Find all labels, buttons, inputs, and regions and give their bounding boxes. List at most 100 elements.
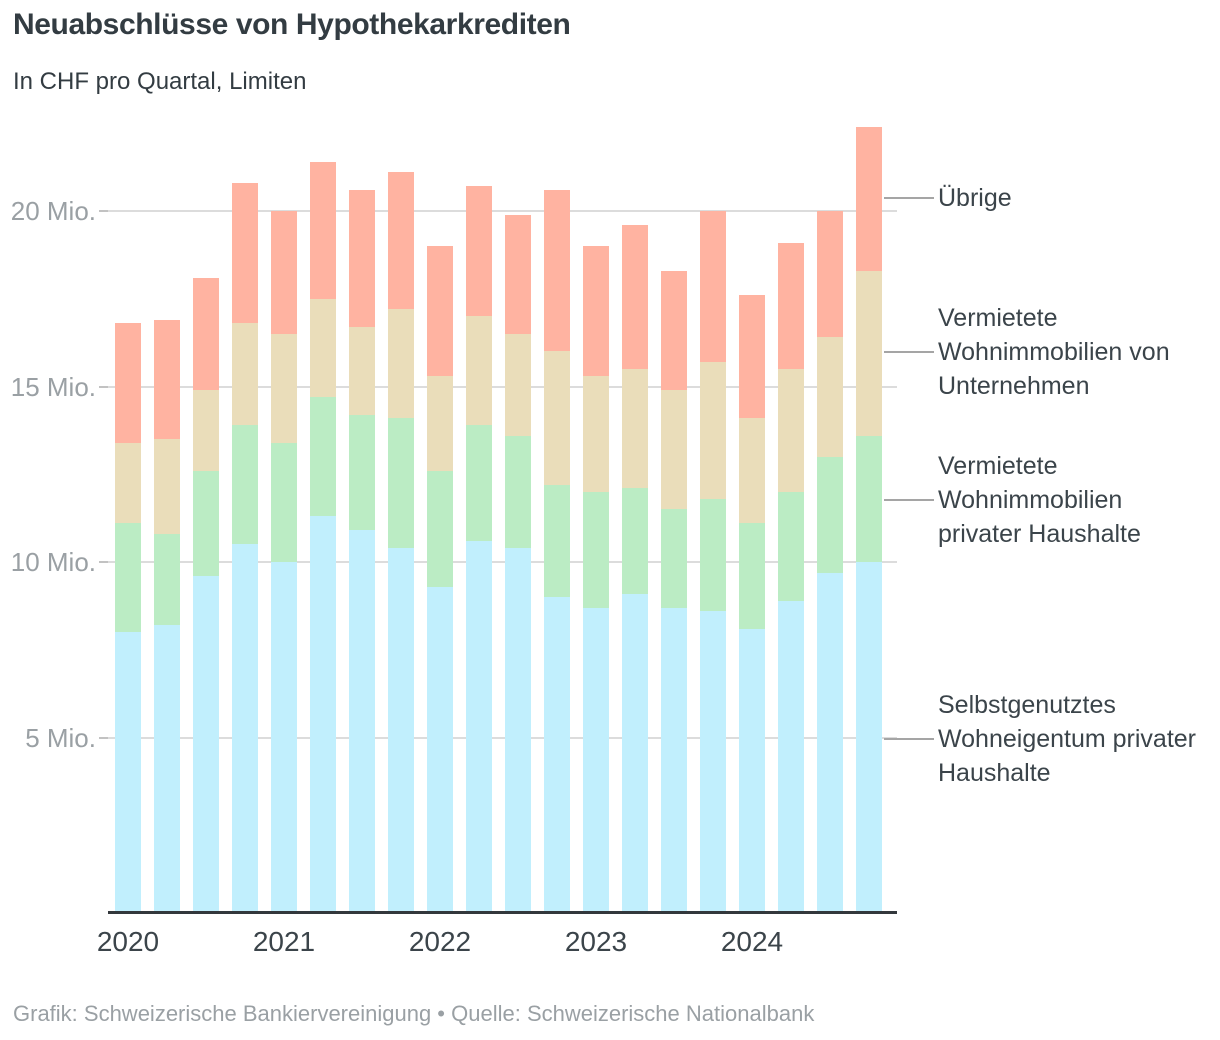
page-title: Neuabschlüsse von Hypothekarkrediten [13,8,571,41]
bar-segment[interactable] [856,435,882,562]
gridline-10-mio [108,561,897,563]
bar-segment[interactable] [271,442,297,562]
bar-segment[interactable] [661,509,687,608]
y-axis-label-5-mio: 5 Mio. [25,723,96,753]
bar-segment[interactable] [739,523,765,629]
bar-segment[interactable] [232,544,258,913]
bar-segment[interactable] [583,607,609,913]
bar-segment[interactable] [193,470,219,577]
bar-segment[interactable] [349,530,375,913]
bar-segment[interactable] [115,523,141,633]
bar-segment[interactable] [427,246,453,376]
legend-label-selbstgenutztes: Selbstgenutztes Wohneigentum privater Ha… [938,691,1197,787]
bar-segment[interactable] [817,456,843,573]
bar-segment[interactable] [661,607,687,913]
bar-segment[interactable] [427,375,453,471]
gridline-5-mio [108,737,897,739]
x-axis-label-2020: 2020 [96,926,160,957]
bar-segment[interactable] [349,326,375,415]
bar-segment[interactable] [661,390,687,510]
bar-segment[interactable] [505,547,531,913]
legend-label-uebrige: Übrige [938,184,1012,212]
bar-segment[interactable] [310,161,336,299]
y-axis-label-10-mio: 10 Mio. [10,547,96,577]
bar-segment[interactable] [739,295,765,419]
bar-segment[interactable] [193,277,219,390]
y-axis-label-15-mio: 15 Mio. [10,372,96,402]
bar-segment[interactable] [466,425,492,541]
bar-segment[interactable] [154,439,180,534]
legend-leader-line-uebrige [884,197,934,199]
bar-segment[interactable] [817,337,843,457]
bar-segment[interactable] [583,375,609,492]
bar-segment[interactable] [583,246,609,376]
bar-segment[interactable] [544,189,570,352]
bar-segment[interactable] [700,611,726,913]
bar-segment[interactable] [856,270,882,436]
bar-segment[interactable] [310,397,336,517]
bar-segment[interactable] [193,390,219,471]
bar-segment[interactable] [349,414,375,531]
page-subtitle: In CHF pro Quartal, Limiten [13,68,307,95]
bar-segment[interactable] [700,498,726,612]
bar-segment[interactable] [154,533,180,626]
bar-segment[interactable] [427,586,453,913]
bar-segment[interactable] [232,323,258,426]
bar-segment[interactable] [622,225,648,369]
bar-segment[interactable] [154,319,180,440]
bar-segment[interactable] [739,628,765,913]
bar-segment[interactable] [466,540,492,913]
bar-segment[interactable] [232,182,258,324]
bar-segment[interactable] [505,214,531,334]
bar-segment[interactable] [544,351,570,485]
bar-segment[interactable] [778,368,804,492]
bar-segment[interactable] [466,186,492,317]
bar-segment[interactable] [700,211,726,362]
x-axis-label-2024: 2024 [720,926,784,957]
bar-segment[interactable] [544,484,570,598]
bar-segment[interactable] [622,368,648,489]
bar-segment[interactable] [388,172,414,310]
credit-line: Grafik: Schweizerische Bankiervereinigun… [13,1001,815,1026]
legend-leader-line-vermietete-unternehmen [884,351,934,353]
bar-segment[interactable] [115,323,141,443]
bar-segment[interactable] [700,361,726,499]
bar-segment[interactable] [388,418,414,548]
bar-segment[interactable] [622,488,648,594]
bar-segment[interactable] [505,435,531,548]
bar-segment[interactable] [583,491,609,608]
bar-segment[interactable] [193,576,219,913]
bar-segment[interactable] [739,418,765,524]
bar-segment[interactable] [622,593,648,913]
bar-segment[interactable] [349,189,375,327]
bar-segment[interactable] [115,632,141,913]
bar-segment[interactable] [505,333,531,436]
bar-segment[interactable] [778,242,804,369]
x-axis-label-2021: 2021 [252,926,316,957]
bar-segment[interactable] [388,309,414,419]
bar-segment[interactable] [310,298,336,398]
bar-segment[interactable] [271,211,297,334]
bar-segment[interactable] [115,442,141,524]
bar-segment[interactable] [778,600,804,913]
y-axis-tick [99,386,108,388]
bar-segment[interactable] [271,333,297,443]
bar-segment[interactable] [817,572,843,913]
bar-segment[interactable] [661,270,687,390]
bar-segment[interactable] [271,562,297,913]
bar-segment[interactable] [232,425,258,545]
bar-segment[interactable] [856,126,882,271]
y-axis-tick [99,210,108,212]
bar-segment[interactable] [778,491,804,601]
bar-segment[interactable] [388,547,414,913]
bar-segment[interactable] [310,516,336,913]
legend-label-vermietete-haushalte: Vermietete Wohnimmobilien privater Haush… [938,452,1141,548]
bar-segment[interactable] [817,211,843,338]
bar-segment[interactable] [856,562,882,913]
bar-segment[interactable] [154,625,180,913]
gridline-20-mio [108,210,897,212]
bar-segment[interactable] [466,316,492,426]
bar-segment[interactable] [544,597,570,913]
bar-segment[interactable] [427,470,453,587]
